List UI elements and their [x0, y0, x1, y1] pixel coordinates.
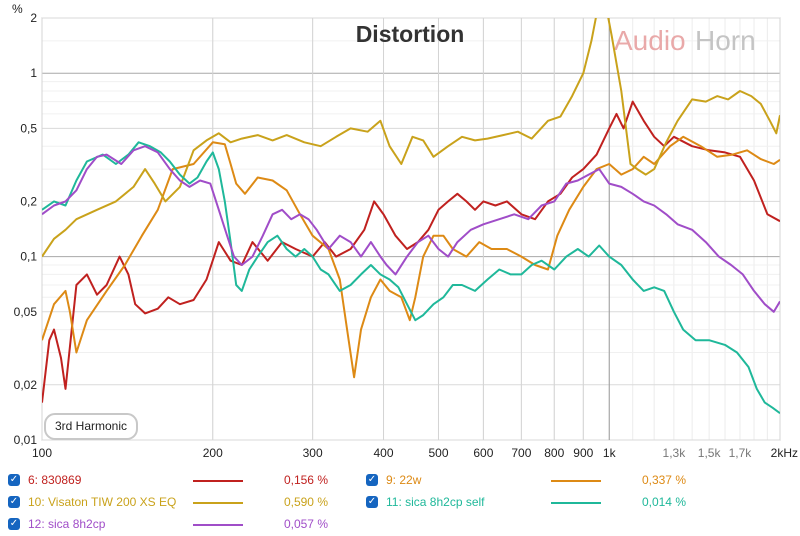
- x-tick-label: 100: [32, 446, 52, 460]
- x-tick-label: 300: [303, 446, 323, 460]
- legend-value: 0,057 %: [283, 517, 328, 531]
- legend-series-name: 11: sica 8h2cp self: [386, 495, 485, 509]
- y-tick-label: 0,2: [20, 194, 37, 208]
- y-tick-label: 0,01: [14, 433, 38, 447]
- x-tick-label: 1,3k: [663, 446, 687, 460]
- legend-checkbox[interactable]: ✓: [8, 518, 20, 530]
- x-tick-label: 700: [511, 446, 531, 460]
- legend-checkbox[interactable]: ✓: [8, 474, 20, 486]
- watermark-audio: Audio: [614, 25, 686, 56]
- y-tick-label: 0,02: [14, 378, 38, 392]
- legend: ✓ 6: 830869 0,156 % ✓ 9: 22w 0,337 % ✓ 10: Visa…: [0, 468, 800, 534]
- legend-value: 0,014 %: [641, 495, 686, 509]
- y-tick-label: 0,1: [20, 250, 37, 264]
- legend-swatch: [551, 480, 601, 482]
- harmonic-label: 3rd Harmonic: [44, 413, 138, 440]
- y-tick-label: 1: [30, 66, 37, 80]
- x-tick-label: 1,5k: [698, 446, 722, 460]
- x-tick-label: 800: [544, 446, 564, 460]
- x-tick-label: 2kHz: [771, 446, 798, 460]
- legend-checkbox[interactable]: ✓: [366, 474, 378, 486]
- legend-item[interactable]: ✓ 11: sica 8h2cp self 0,014 %: [366, 494, 706, 514]
- legend-item[interactable]: ✓ 9: 22w 0,337 %: [366, 472, 706, 492]
- x-tick-label: 400: [373, 446, 393, 460]
- legend-series-name: 9: 22w: [386, 473, 422, 487]
- y-axis-unit: %: [12, 2, 23, 16]
- legend-item[interactable]: ✓ 12: sica 8h2cp 0,057 %: [8, 516, 348, 536]
- chart-title: Distortion: [356, 21, 465, 47]
- legend-swatch: [551, 502, 601, 504]
- legend-item[interactable]: ✓ 10: Visaton TIW 200 XS EQ 0,590 %: [8, 494, 348, 514]
- y-axis-ticks: 0,01 0,02 0,05 0,1 0,2 0,5 1 2: [14, 11, 38, 447]
- legend-value: 0,590 %: [283, 495, 328, 509]
- legend-swatch: [193, 480, 243, 482]
- x-tick-label: 900: [573, 446, 593, 460]
- x-tick-label: 500: [428, 446, 448, 460]
- legend-value: 0,337 %: [641, 473, 686, 487]
- grid-lines: [41, 17, 781, 441]
- legend-checkbox[interactable]: ✓: [366, 496, 378, 508]
- legend-series-name: 12: sica 8h2cp: [28, 517, 106, 531]
- x-tick-label: 600: [473, 446, 493, 460]
- series-line-5: [42, 145, 780, 313]
- y-tick-label: 0,05: [14, 305, 38, 319]
- legend-item[interactable]: ✓ 6: 830869 0,156 %: [8, 472, 348, 492]
- legend-swatch: [193, 502, 243, 504]
- x-axis-ticks: 100 200 300 400 500 600 700 800 900 1k 1,3k 1,5k 1,7…: [32, 446, 798, 460]
- x-tick-label: 200: [203, 446, 223, 460]
- series-lines: [42, 18, 780, 415]
- distortion-chart: 100 200 300 400 500 600 700 800 900 1k 1,3k 1,5k 1,7…: [12, 2, 798, 460]
- watermark-horn: Horn: [695, 25, 756, 56]
- legend-value: 0,156 %: [283, 473, 328, 487]
- legend-series-name: 6: 830869: [28, 473, 82, 487]
- series-line-1: [42, 100, 780, 403]
- legend-series-name: 10: Visaton TIW 200 XS EQ: [28, 495, 177, 509]
- series-line-3: [42, 18, 780, 258]
- x-tick-label: 1k: [603, 446, 617, 460]
- y-tick-label: 0,5: [20, 121, 37, 135]
- x-tick-label: 1,7k: [729, 446, 753, 460]
- series-line-4: [42, 141, 780, 415]
- legend-swatch: [193, 524, 243, 526]
- y-tick-label: 2: [30, 11, 37, 25]
- legend-checkbox[interactable]: ✓: [8, 496, 20, 508]
